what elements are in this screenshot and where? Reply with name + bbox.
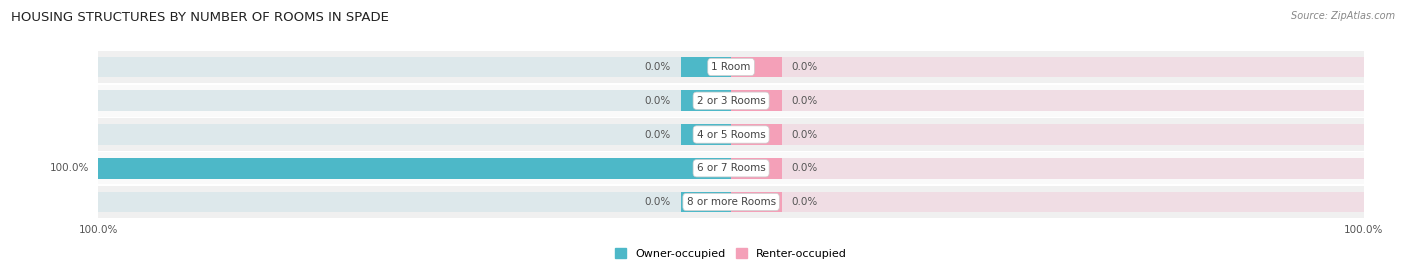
Bar (731, 124, 1364, 145)
Text: 0.0%: 0.0% (792, 96, 817, 106)
Text: 0.0%: 0.0% (792, 62, 817, 72)
Legend: Owner-occupied, Renter-occupied: Owner-occupied, Renter-occupied (610, 244, 852, 263)
Bar (98, 192, 731, 213)
Bar (731, 56, 1364, 77)
Bar (98, 186, 1364, 218)
Bar (731, 192, 782, 213)
Bar (681, 124, 731, 145)
Bar (681, 158, 731, 179)
Text: 0.0%: 0.0% (792, 129, 817, 140)
Bar (731, 158, 1364, 179)
Text: 1 Room: 1 Room (711, 62, 751, 72)
Text: 0.0%: 0.0% (792, 163, 817, 173)
Bar (681, 56, 731, 77)
Text: Source: ZipAtlas.com: Source: ZipAtlas.com (1291, 11, 1395, 21)
Bar (681, 90, 731, 111)
Text: 0.0%: 0.0% (645, 96, 671, 106)
Bar (98, 56, 731, 77)
Bar (731, 90, 1364, 111)
Text: 0.0%: 0.0% (645, 62, 671, 72)
Text: HOUSING STRUCTURES BY NUMBER OF ROOMS IN SPADE: HOUSING STRUCTURES BY NUMBER OF ROOMS IN… (11, 11, 389, 24)
Text: 0.0%: 0.0% (792, 197, 817, 207)
Bar (98, 51, 1364, 83)
Bar (731, 90, 782, 111)
Text: 100.0%: 100.0% (49, 163, 89, 173)
Bar (681, 192, 731, 213)
Text: 0.0%: 0.0% (645, 129, 671, 140)
Bar (98, 90, 731, 111)
Bar (98, 152, 1364, 184)
Bar (98, 85, 1364, 117)
Bar (98, 158, 731, 179)
Bar (98, 124, 731, 145)
Bar (98, 158, 731, 179)
Bar (98, 118, 1364, 151)
Text: 4 or 5 Rooms: 4 or 5 Rooms (697, 129, 765, 140)
Bar (731, 158, 782, 179)
Text: 0.0%: 0.0% (645, 197, 671, 207)
Bar (731, 192, 1364, 213)
Text: 2 or 3 Rooms: 2 or 3 Rooms (697, 96, 765, 106)
Bar (731, 56, 782, 77)
Bar (731, 124, 782, 145)
Text: 6 or 7 Rooms: 6 or 7 Rooms (697, 163, 765, 173)
Text: 8 or more Rooms: 8 or more Rooms (686, 197, 776, 207)
